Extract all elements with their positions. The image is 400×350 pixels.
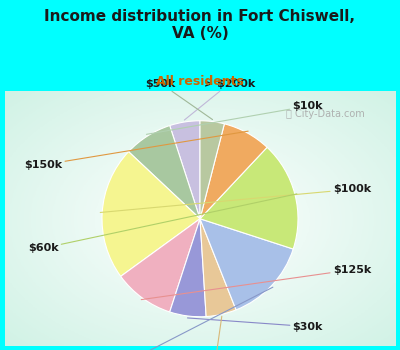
Text: $125k: $125k — [141, 265, 371, 300]
Wedge shape — [128, 126, 200, 219]
Text: $10k: $10k — [146, 101, 323, 134]
Wedge shape — [200, 121, 224, 219]
Text: All residents: All residents — [156, 75, 244, 88]
Text: $100k: $100k — [100, 184, 371, 212]
Wedge shape — [170, 219, 206, 317]
Wedge shape — [200, 219, 293, 310]
Text: $200k: $200k — [196, 316, 234, 350]
Wedge shape — [200, 147, 298, 249]
Wedge shape — [200, 124, 267, 219]
Wedge shape — [170, 121, 200, 219]
Wedge shape — [121, 219, 200, 312]
Text: Income distribution in Fort Chiswell,
VA (%): Income distribution in Fort Chiswell, VA… — [44, 9, 356, 41]
Wedge shape — [200, 219, 236, 316]
Text: $50k: $50k — [146, 78, 212, 120]
Text: $60k: $60k — [28, 194, 297, 253]
Text: $75k: $75k — [114, 287, 273, 350]
Text: ⓘ City-Data.com: ⓘ City-Data.com — [286, 109, 364, 119]
Text: $30k: $30k — [188, 318, 323, 331]
Wedge shape — [102, 152, 200, 276]
Text: > $200k: > $200k — [184, 78, 255, 120]
Text: $150k: $150k — [24, 131, 248, 170]
